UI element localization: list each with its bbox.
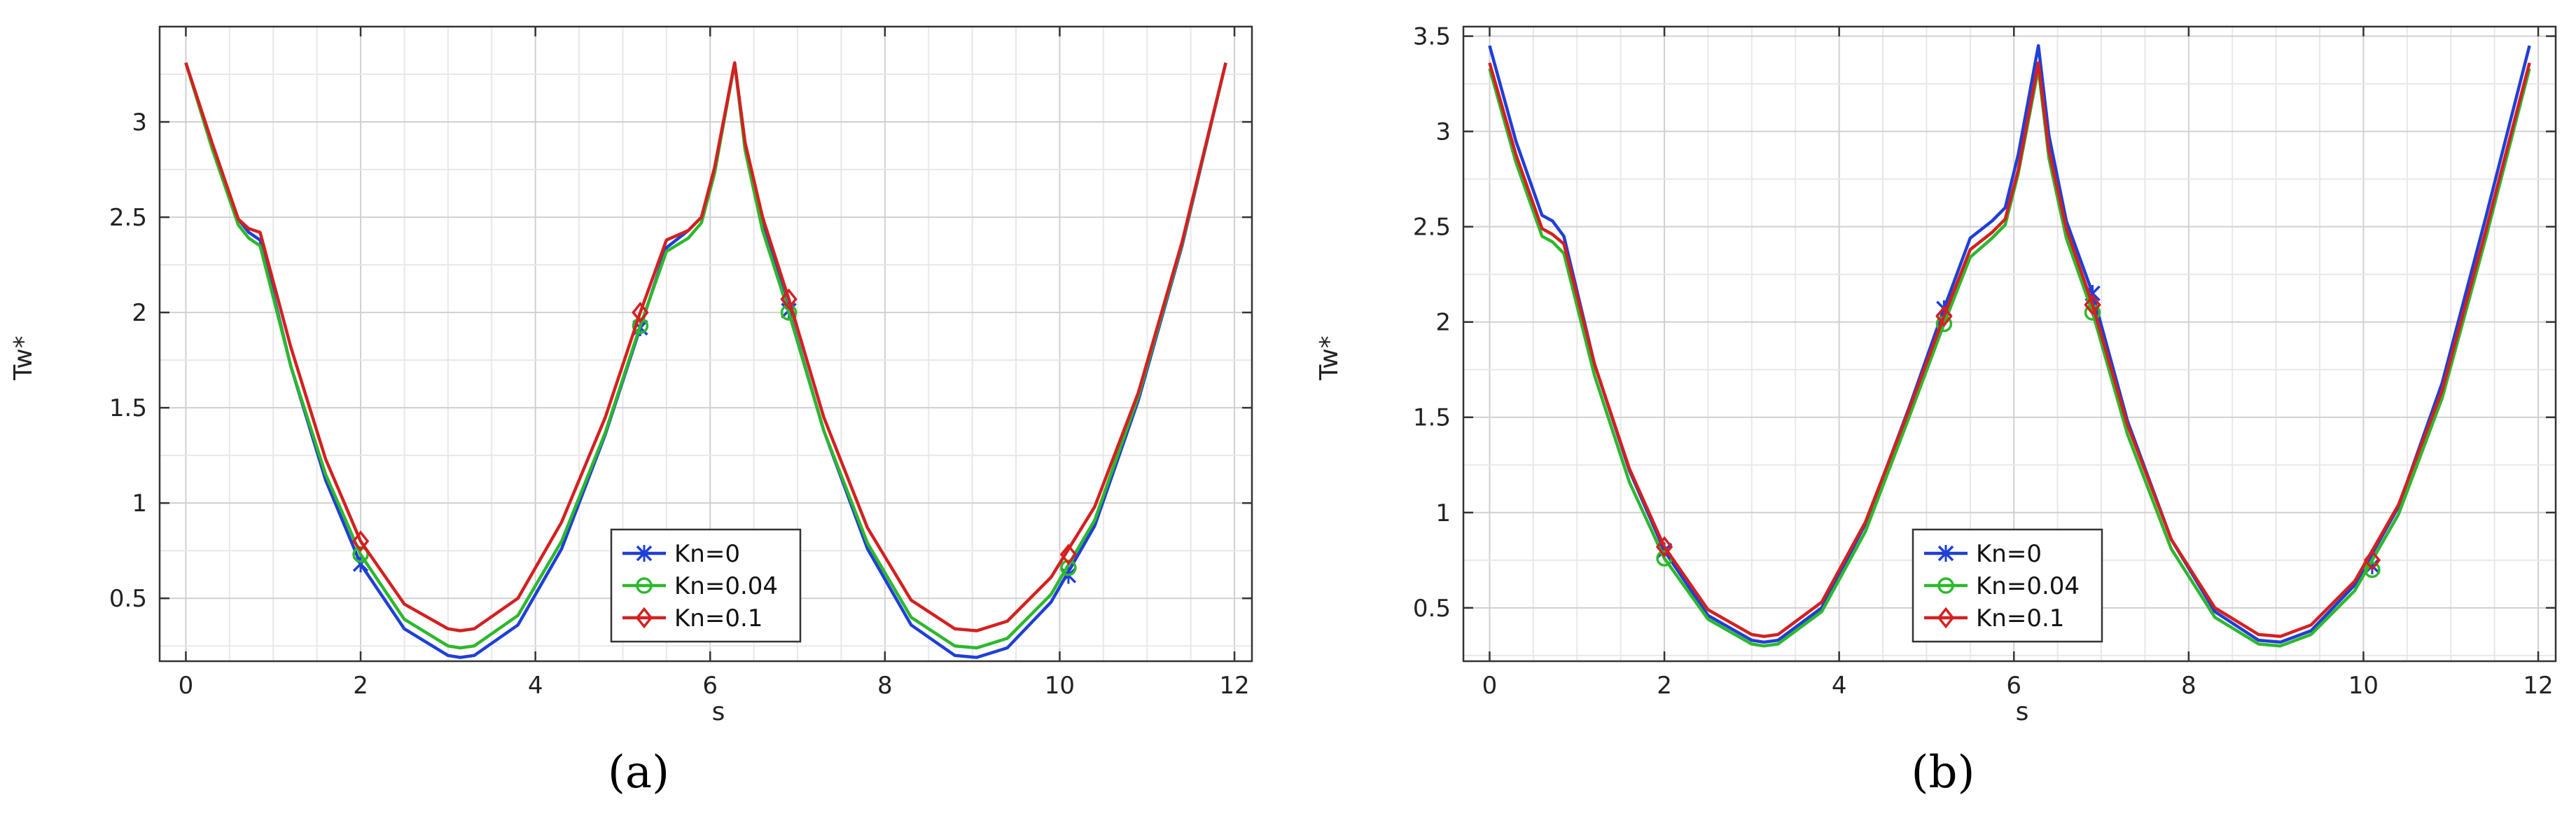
plot-frame (158, 25, 1253, 663)
x-tick-label: 4 (528, 672, 543, 700)
legend-label: Kn=0.1 (1976, 604, 2064, 632)
y-tick-label: 3 (132, 109, 147, 137)
data-point-Kn=0.04 (2364, 561, 2381, 579)
legend: Kn=0 Kn=0.04 Kn=0.1 (610, 528, 802, 643)
y-axis-label: Tw* (1315, 336, 1344, 380)
series-line-Kn=0.1 (184, 61, 1227, 632)
y-tick-label: 0.5 (1413, 595, 1451, 623)
x-axis-label: s (712, 698, 725, 726)
legend-marker (636, 545, 653, 562)
y-tick-label: 3 (1435, 118, 1451, 146)
x-tick-label: 2 (353, 672, 368, 700)
y-tick-label: 2 (132, 299, 147, 327)
y-tick-label: 2.5 (1413, 214, 1451, 242)
data-point-Kn=0.1 (780, 288, 798, 310)
data-point-Kn=0.04 (780, 304, 798, 321)
data-point-Kn=0.1 (351, 530, 370, 552)
x-tick-label: 0 (1482, 672, 1498, 700)
data-point-Kn=0.1 (1059, 544, 1078, 565)
panel-label: (a) (608, 747, 669, 798)
x-tick-label: 8 (877, 672, 893, 700)
legend-label: Kn=0.04 (1976, 572, 2080, 600)
chart-panel-1: 0 2 4 6 8 10 120.511.522.53sTw*Kn=0Kn=0.04Kn=0… (9, 25, 1253, 798)
chart-panel-2: 0 2 4 6 8 10 120.511.522.533.5sTw*Kn=0Kn=0.04K… (1315, 23, 2557, 798)
y-tick-label: 3.5 (1413, 23, 1451, 51)
legend: Kn=0 Kn=0.04 Kn=0.1 (1912, 528, 2103, 643)
legend-label: Kn=0 (1976, 540, 2042, 568)
data-point-Kn=0.1 (1655, 536, 1673, 558)
data-point-Kn=0.1 (2363, 549, 2381, 572)
y-tick-label: 2 (1435, 309, 1451, 337)
legend-marker (1937, 545, 1954, 562)
series-line-Kn=0.1 (1488, 61, 2531, 638)
x-tick-label: 8 (2181, 672, 2196, 700)
series-line-Kn=0.04 (184, 61, 1227, 650)
x-tick-label: 10 (2348, 672, 2379, 700)
y-axis-label: Tw* (9, 336, 38, 380)
y-tick-label: 1.5 (1413, 404, 1451, 432)
data-point-Kn=0.04 (1060, 559, 1077, 576)
legend-marker (1937, 577, 1954, 594)
series-line-Kn=0.04 (1488, 67, 2531, 648)
plot-frame (1462, 25, 2557, 663)
y-tick-label: 1 (1435, 499, 1451, 527)
y-tick-label: 1.5 (109, 394, 147, 422)
data-point-Kn=0.04 (352, 546, 369, 563)
y-tick-label: 1 (132, 490, 147, 518)
x-tick-label: 12 (2523, 672, 2553, 700)
x-tick-label: 0 (179, 672, 194, 700)
x-tick-label: 4 (1832, 672, 1847, 700)
data-point-Kn=0.1 (632, 301, 649, 324)
x-tick-label: 10 (1045, 672, 1075, 700)
legend-label: Kn=0.1 (674, 604, 763, 632)
legend-label: Kn=0 (674, 540, 740, 568)
x-tick-label: 6 (2006, 672, 2021, 700)
legend-marker (636, 577, 653, 594)
x-axis-label: s (2016, 698, 2029, 726)
panel-label: (b) (1912, 747, 1975, 798)
y-tick-label: 0.5 (109, 585, 147, 613)
data-point-Kn=0.1 (1935, 305, 1953, 327)
data-point-Kn=0.1 (2084, 293, 2101, 316)
legend-marker (635, 607, 653, 629)
legend-marker (1937, 607, 1955, 629)
x-tick-label: 6 (702, 672, 718, 700)
data-point-Kn=0.04 (632, 317, 649, 334)
x-tick-label: 2 (1657, 672, 1672, 700)
x-tick-label: 12 (1219, 672, 1249, 700)
y-tick-label: 2.5 (109, 204, 147, 232)
legend-label: Kn=0.04 (674, 572, 778, 600)
